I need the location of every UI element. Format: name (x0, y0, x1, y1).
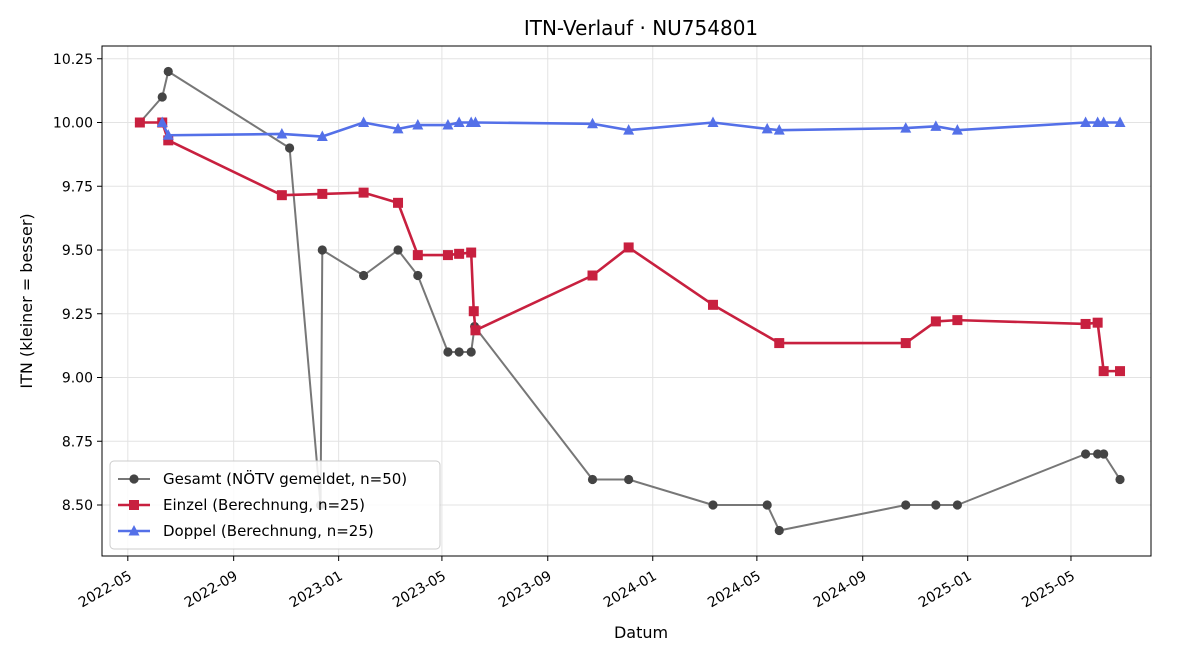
data-point (413, 270, 423, 281)
data-point (1080, 449, 1091, 459)
data-point (762, 500, 772, 510)
data-point (316, 130, 328, 142)
x-axis-label: Datum (614, 623, 668, 642)
data-point (392, 122, 404, 134)
data-point (587, 270, 598, 281)
data-point (623, 124, 635, 135)
data-point (442, 119, 454, 130)
series-2 (156, 116, 1126, 142)
legend-entry: Gesamt (NÖTV gemeldet, n=50) (118, 469, 407, 488)
data-point (317, 188, 328, 199)
data-point (624, 474, 634, 485)
data-point (454, 248, 465, 259)
data-point (469, 116, 481, 127)
chart-title: ITN-Verlauf · NU754801 (524, 16, 758, 40)
data-point (466, 247, 477, 258)
y-tick-label: 9.00 (62, 371, 93, 387)
y-tick-label: 10.25 (53, 52, 93, 68)
data-point (359, 270, 369, 281)
data-point (951, 124, 963, 135)
data-point (708, 500, 718, 510)
y-axis: 8.50 8.75 9.00 9.25 9.50 9.75 10.00 10.25 (53, 52, 102, 514)
legend-swatch-marker (128, 525, 140, 536)
data-point (393, 245, 403, 255)
data-point (931, 500, 941, 510)
y-tick-label: 10.00 (53, 116, 93, 132)
data-point (358, 187, 369, 198)
data-point (466, 347, 476, 357)
data-point (163, 66, 173, 77)
data-point (774, 525, 784, 536)
data-point (134, 117, 145, 128)
data-point (707, 299, 718, 310)
data-point (157, 92, 167, 102)
data-point (412, 119, 424, 130)
y-tick-label: 8.50 (62, 498, 93, 514)
data-point (587, 474, 598, 485)
legend-entry: Doppel (Berechnung, n=25) (118, 522, 374, 540)
data-point (1098, 366, 1109, 377)
data-point (761, 122, 773, 134)
legend-label: Einzel (Berechnung, n=25) (163, 496, 365, 514)
data-point (952, 315, 963, 326)
y-tick-label: 9.75 (62, 179, 93, 195)
data-point (162, 129, 174, 140)
data-point (1080, 318, 1091, 329)
data-point (1098, 116, 1110, 127)
data-point (1099, 449, 1109, 459)
data-point (901, 500, 911, 510)
data-point (156, 116, 168, 127)
plot-frame (101, 45, 1152, 557)
data-point (276, 190, 287, 201)
data-point (930, 316, 941, 327)
data-point (412, 250, 423, 261)
data-point (317, 245, 327, 255)
data-point (454, 347, 464, 357)
series-line (139, 121, 1121, 373)
y-tick-label: 8.75 (62, 434, 93, 450)
legend-label: Doppel (Berechnung, n=25) (163, 522, 374, 540)
y-tick-label: 9.25 (62, 307, 93, 323)
series-1 (134, 117, 1126, 377)
data-point (707, 116, 719, 127)
legend: Gesamt (NÖTV gemeldet, n=50) Einzel (Bere… (109, 460, 441, 550)
data-point (1115, 474, 1125, 485)
data-point (1114, 116, 1126, 127)
data-point (587, 117, 599, 129)
data-point (900, 338, 911, 349)
data-point (774, 338, 785, 349)
data-point (443, 347, 453, 357)
legend-swatch-marker (129, 474, 139, 484)
data-point (623, 242, 634, 253)
data-point (358, 116, 370, 127)
data-point (276, 127, 288, 139)
data-point (284, 143, 295, 153)
legend-label: Gesamt (NÖTV gemeldet, n=50) (163, 469, 407, 488)
data-point (900, 122, 912, 133)
data-point (1092, 317, 1103, 328)
legend-entry: Einzel (Berechnung, n=25) (118, 496, 365, 514)
data-point (393, 197, 404, 208)
data-point (468, 306, 479, 317)
data-point (442, 250, 453, 261)
legend-box (109, 460, 441, 550)
y-tick-label: 9.50 (62, 243, 93, 259)
data-point (773, 124, 785, 135)
data-point (1080, 116, 1092, 127)
data-point (453, 116, 465, 127)
data-point (930, 120, 942, 131)
data-point (952, 500, 962, 510)
data-point (470, 325, 481, 336)
y-axis-label: ITN (kleiner = besser) (17, 213, 36, 388)
data-point (1115, 366, 1126, 377)
legend-swatch-marker (129, 500, 139, 510)
data-point (163, 135, 174, 146)
